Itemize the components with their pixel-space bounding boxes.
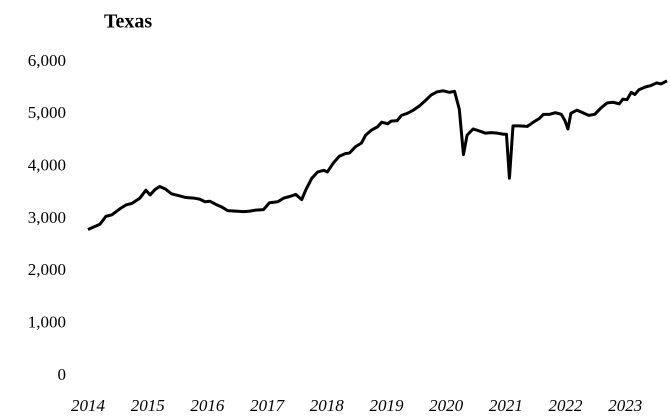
x-tick-label: 2019: [369, 396, 404, 415]
y-tick-label: 6,000: [28, 51, 66, 70]
x-tick-label: 2014: [71, 396, 106, 415]
y-tick-label: 0: [58, 365, 67, 384]
y-tick-label: 5,000: [28, 103, 66, 122]
y-tick-label: 4,000: [28, 156, 66, 175]
line: [87, 79, 668, 231]
x-tick-label: 2023: [608, 396, 642, 415]
y-tick-label: 3,000: [28, 208, 66, 227]
x-tick-label: 2021: [489, 396, 523, 415]
x-tick-label: 2015: [131, 396, 165, 415]
x-tick-label: 2018: [310, 396, 345, 415]
x-tick-label: 2017: [250, 396, 286, 415]
y-tick-label: 2,000: [28, 260, 66, 279]
x-tick-label: 2022: [549, 396, 584, 415]
x-tick-label: 2020: [429, 396, 464, 415]
y-tick-label: 1,000: [28, 313, 66, 332]
x-tick-label: 2016: [190, 396, 225, 415]
chart-title: Texas: [104, 11, 152, 33]
